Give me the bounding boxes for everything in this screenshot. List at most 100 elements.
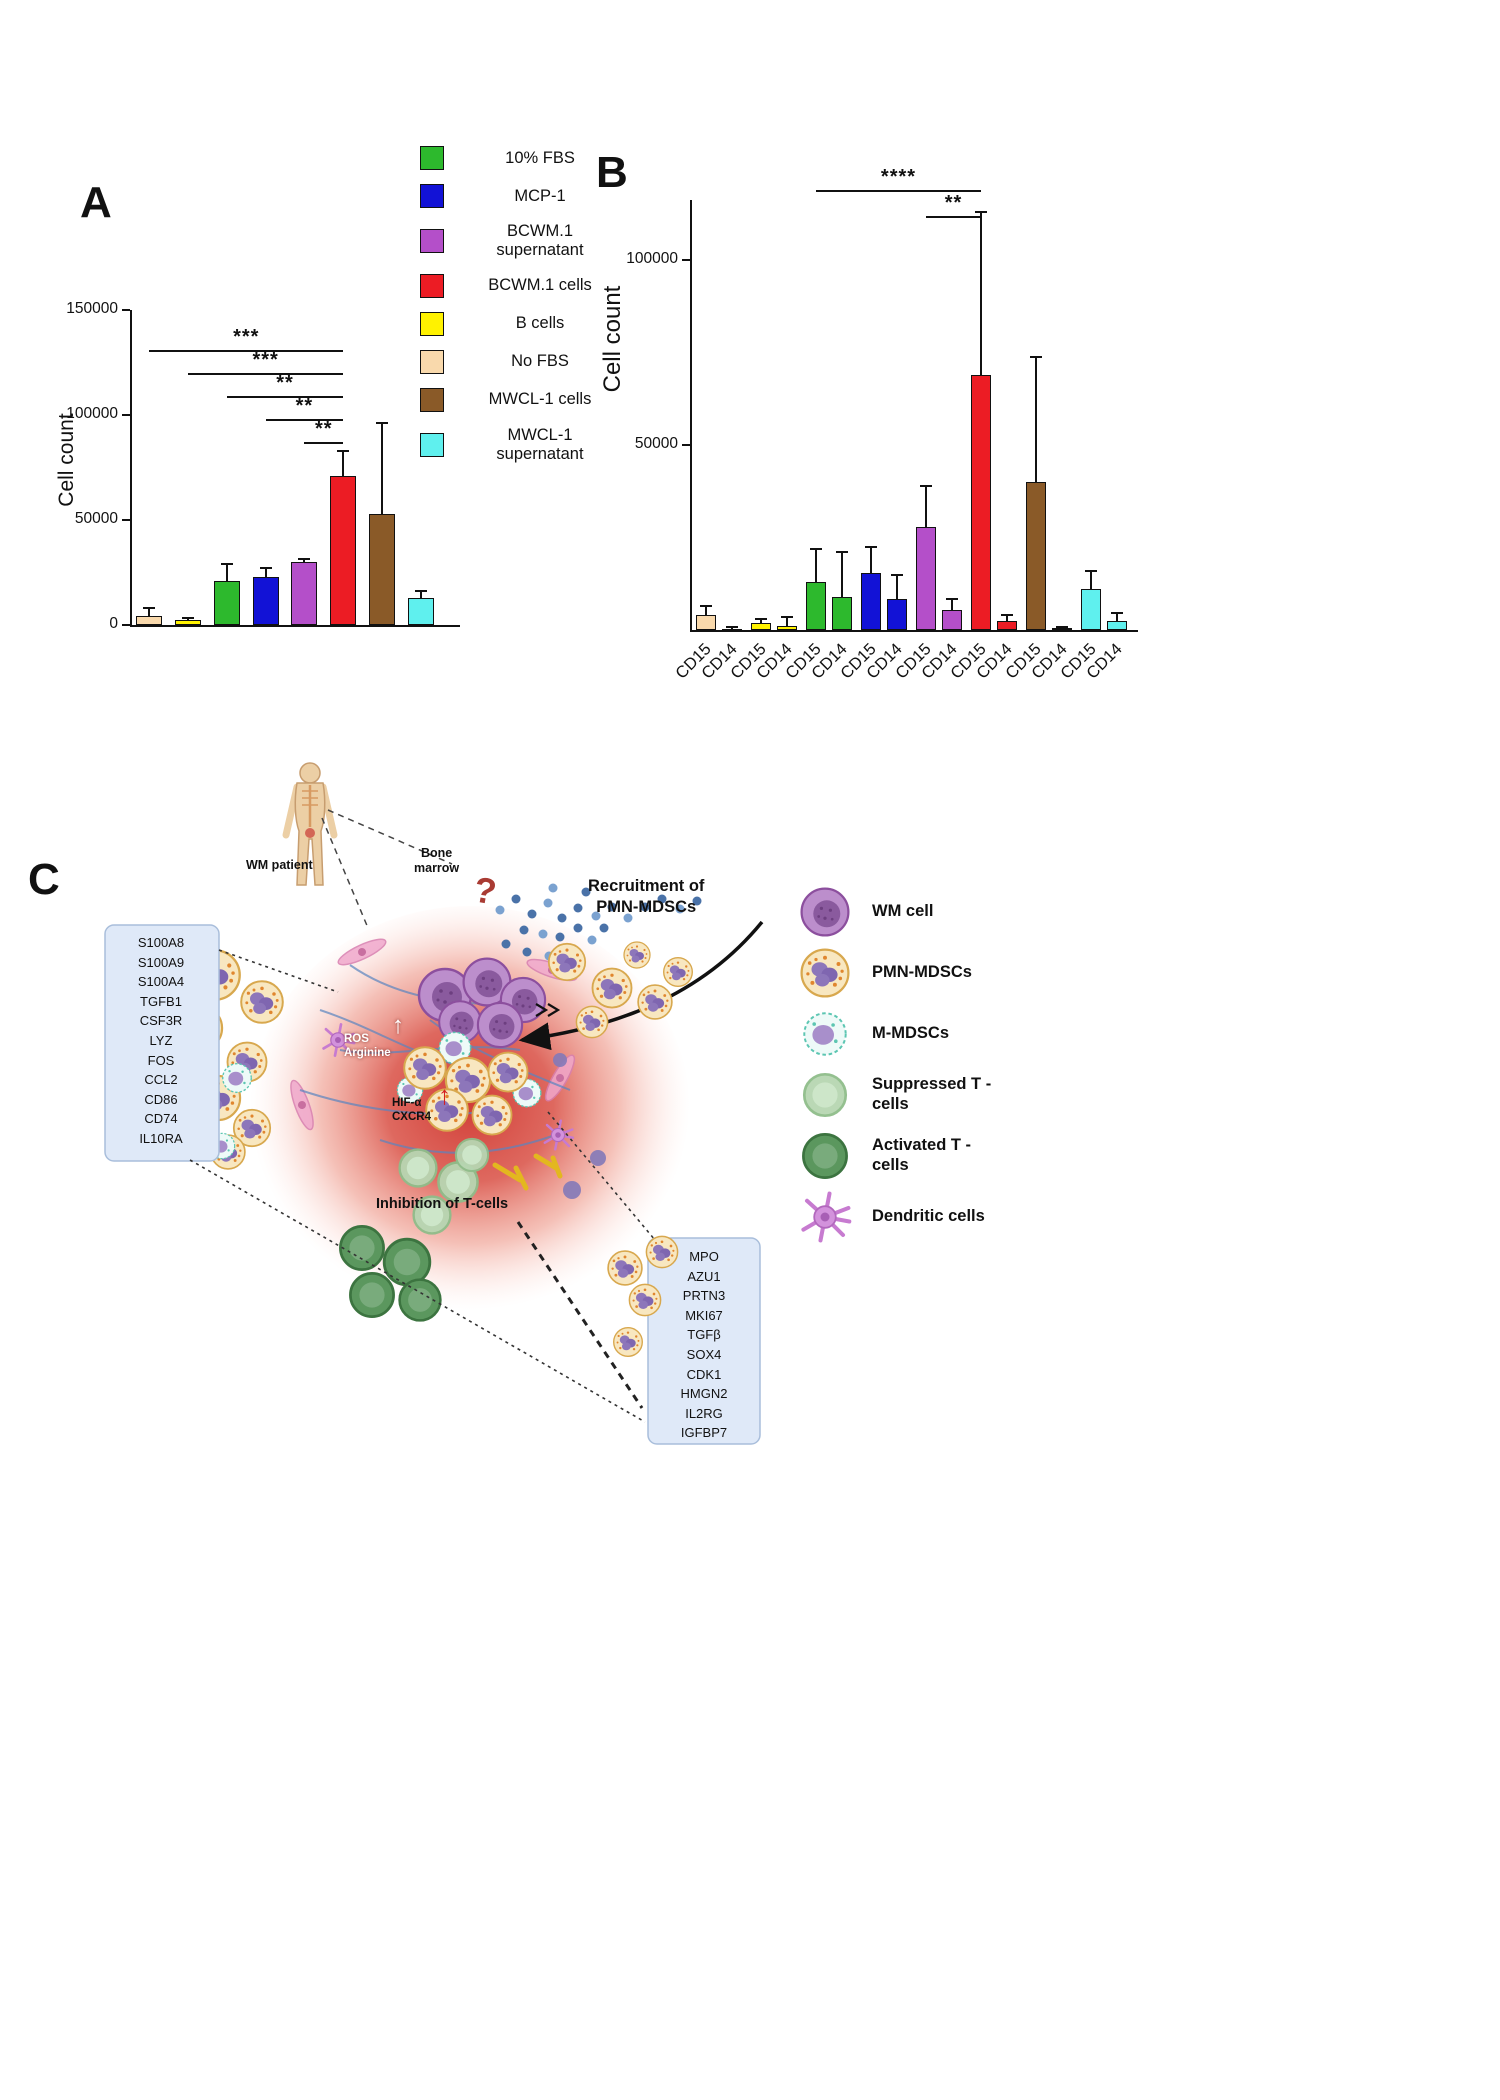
error-bar [1090, 570, 1092, 590]
error-bar-cap [298, 557, 311, 560]
bar [1107, 620, 1127, 630]
y-axis [690, 200, 692, 632]
gene-name: MPO [689, 1249, 719, 1264]
significance-label: *** [252, 349, 279, 371]
error-bar-cap [781, 616, 793, 619]
cell-legend-label: M-MDSCs [872, 1024, 949, 1043]
cytokine-dot [587, 935, 597, 945]
significance-label: ** [276, 372, 294, 394]
cell-type-legend: WM cell PMN-MDSCs M-MDSCs Suppressed T - ce… [798, 886, 991, 1252]
significance-line [816, 190, 981, 193]
panel-b-letter: B [596, 148, 628, 197]
gene-name: AZU1 [687, 1268, 721, 1284]
cytokine-dot [607, 902, 617, 912]
significance-label: ** [314, 418, 333, 440]
bone-marrow-illustration [104, 760, 764, 1445]
error-bar [951, 598, 953, 610]
pmn-icon [800, 948, 850, 998]
bar [806, 581, 826, 630]
bar [1026, 482, 1046, 630]
recruitment-label: Recruitment of PMN-MDSCs [588, 877, 705, 916]
cell-legend-item: WM cell [798, 886, 991, 938]
legend-color-swatch [420, 228, 444, 253]
secretion-chevron-icon [535, 1003, 561, 1017]
gene-list-1: S100A8 S100A9 S100A4 TGFB1 CSF3R LYZ FOS CCL2 CD… [104, 924, 218, 1149]
tact-icon [802, 1133, 848, 1179]
error-bar [980, 212, 982, 375]
gene-name: MKI67 [685, 1307, 723, 1323]
cytokine-dot [548, 883, 558, 893]
error-bar [303, 558, 306, 562]
y-tick-label: 50000 [74, 510, 118, 527]
significance-line [304, 442, 344, 445]
bar [777, 625, 797, 630]
cytokine-dot [657, 894, 667, 904]
error-bar-cap [865, 545, 877, 548]
error-bar [342, 450, 345, 476]
error-bar [870, 546, 872, 573]
legend-row: BCWM.1 cells [420, 273, 650, 298]
cytokine-dot [555, 932, 565, 942]
bar [722, 628, 742, 631]
legend-row: 10% FBS [420, 146, 650, 170]
cytokine-dot [511, 894, 521, 904]
error-bar [896, 574, 898, 599]
bar [252, 576, 279, 625]
significance-label: *** [233, 326, 260, 348]
y-tick [122, 309, 130, 311]
error-bar-cap [337, 449, 350, 452]
legend-color-swatch [420, 184, 444, 208]
wm-icon [800, 887, 850, 937]
significance-label: ** [944, 192, 963, 214]
legend-color-swatch [420, 349, 444, 374]
cytokine-dot [623, 913, 633, 923]
cytokine-dot [543, 898, 553, 908]
gene-name: S100A4 [137, 974, 185, 990]
y-tick-label: 0 [109, 615, 118, 632]
legend-row: MWCL-1 supernatant [420, 426, 650, 464]
legend-row: MCP-1 [420, 184, 650, 208]
bar [368, 513, 395, 625]
y-tick [122, 519, 130, 521]
error-bar-cap [375, 422, 388, 425]
error-bar [705, 605, 707, 616]
legend-color-swatch [420, 387, 444, 412]
bold-dashed-connector [516, 1221, 644, 1409]
patient-projection-line [327, 809, 453, 865]
gene-name: HMGN2 [680, 1386, 728, 1402]
inhibition-symbol [492, 1153, 563, 1191]
cell-legend-label: WM cell [872, 902, 934, 921]
cytokine-dot [591, 911, 601, 921]
legend-color-swatch [420, 311, 444, 336]
legend-row: B cells [420, 311, 650, 336]
gene-name: IGFBP7 [680, 1425, 728, 1441]
gene-name: S100A8 [137, 935, 185, 950]
significance-label: ** [295, 395, 314, 417]
bar [751, 622, 771, 630]
cytokine-dot [692, 896, 702, 906]
lymphocyte-dot [553, 1053, 567, 1067]
error-bar [925, 485, 927, 527]
significance-line [265, 419, 344, 422]
lymphocyte-dot [563, 1181, 581, 1199]
dendritic-icon [798, 1190, 852, 1244]
error-bar [1006, 615, 1008, 621]
panel-b-bar-chart: 50000 100000 **** ** CD15 CD14 CD15 CD14 CD15 CD1… [626, 166, 1180, 720]
error-bar-cap [975, 211, 987, 214]
error-bar-cap [810, 547, 822, 550]
error-bar-cap [414, 590, 427, 593]
cell-legend-item: PMN-MDSCs [798, 947, 991, 999]
bar [330, 475, 357, 625]
y-axis [130, 310, 132, 627]
bar [175, 619, 202, 625]
panel-a-bar-chart: 0 50000 100000 150000 *** *** ** ** ** [66, 300, 530, 690]
y-tick [682, 444, 690, 447]
legend-color-swatch [420, 146, 444, 170]
bar [291, 562, 318, 625]
cytokine-dot [599, 923, 609, 933]
bar [861, 572, 881, 630]
cell-legend-item: Suppressed T - cells [798, 1069, 991, 1121]
error-bar-cap [1111, 612, 1123, 615]
condition-color-legend: 10% FBS MCP-1 BCWM.1 supernatant BCWM.1 cel… [420, 146, 650, 478]
